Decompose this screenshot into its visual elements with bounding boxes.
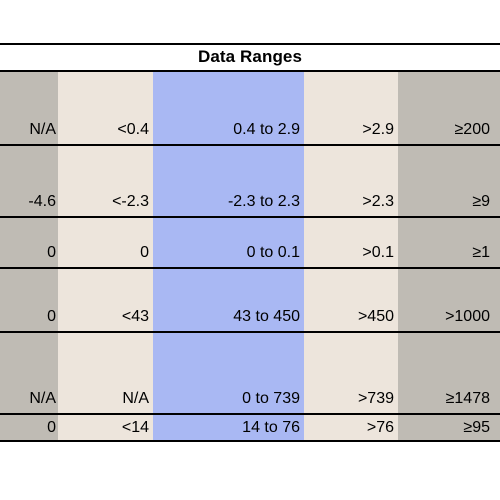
table-cell: >2.3 — [362, 193, 394, 210]
table-cell: >450 — [357, 308, 394, 325]
table-title: Data Ranges — [197, 47, 303, 66]
table-cell: 43 to 450 — [233, 308, 300, 325]
table-row: N/A <0.4 0.4 to 2.9 >2.9 ≥200 — [0, 71, 500, 145]
table-cell: <0.4 — [117, 121, 149, 138]
data-ranges-table: Data Ranges N/A <0.4 0.4 to 2.9 >2.9 ≥200 -4.… — [0, 43, 500, 442]
title-top-rule — [0, 43, 500, 45]
table-cell: ≥200 — [454, 121, 490, 138]
table-cell: 0 — [47, 308, 56, 325]
row-rule — [0, 331, 500, 333]
table-cell: >0.1 — [362, 244, 394, 261]
table-row: 0 <43 43 to 450 >450 >1000 — [0, 268, 500, 332]
table-cell: ≥1478 — [445, 390, 490, 407]
row-rule — [0, 216, 500, 218]
row-rule — [0, 144, 500, 146]
table-cell: N/A — [122, 390, 149, 407]
row-rule — [0, 413, 500, 415]
table-row: 0 <14 14 to 76 >76 ≥95 — [0, 414, 500, 441]
table-cell: <43 — [121, 308, 149, 325]
table-row: 0 0 0 to 0.1 >0.1 ≥1 — [0, 217, 500, 268]
table-row: -4.6 <-2.3 -2.3 to 2.3 >2.3 ≥9 — [0, 145, 500, 217]
table-cell: <-2.3 — [112, 193, 149, 210]
table-cell: >2.9 — [362, 121, 394, 138]
table-cell: >1000 — [445, 308, 490, 325]
table-cell: N/A — [29, 121, 56, 138]
header-rule — [0, 70, 500, 72]
band-col-5 — [398, 71, 500, 441]
table-cell: 0 — [140, 244, 149, 261]
table-cell: 0.4 to 2.9 — [233, 121, 300, 138]
band-col-4 — [304, 71, 398, 441]
table-cell: 14 to 76 — [242, 419, 300, 436]
row-rule — [0, 440, 500, 442]
table-cell: N/A — [29, 390, 56, 407]
table-cell: ≥95 — [463, 419, 490, 436]
table-cell: <14 — [121, 419, 149, 436]
table-cell: -4.6 — [28, 193, 56, 210]
table-cell: 0 — [47, 419, 56, 436]
row-rule — [0, 267, 500, 269]
table-cell: ≥9 — [472, 193, 490, 210]
table-cell: 0 to 0.1 — [246, 244, 300, 261]
band-col-3 — [153, 71, 304, 441]
table-cell: 0 to 739 — [242, 390, 300, 407]
table-cell: ≥1 — [472, 244, 490, 261]
table-row: N/A N/A 0 to 739 >739 ≥1478 — [0, 332, 500, 414]
table-cell: >76 — [366, 419, 394, 436]
band-col-2 — [58, 71, 153, 441]
table-cell: >739 — [357, 390, 394, 407]
table-cell: 0 — [47, 244, 56, 261]
table-cell: -2.3 to 2.3 — [227, 193, 300, 210]
band-col-1 — [0, 71, 58, 441]
